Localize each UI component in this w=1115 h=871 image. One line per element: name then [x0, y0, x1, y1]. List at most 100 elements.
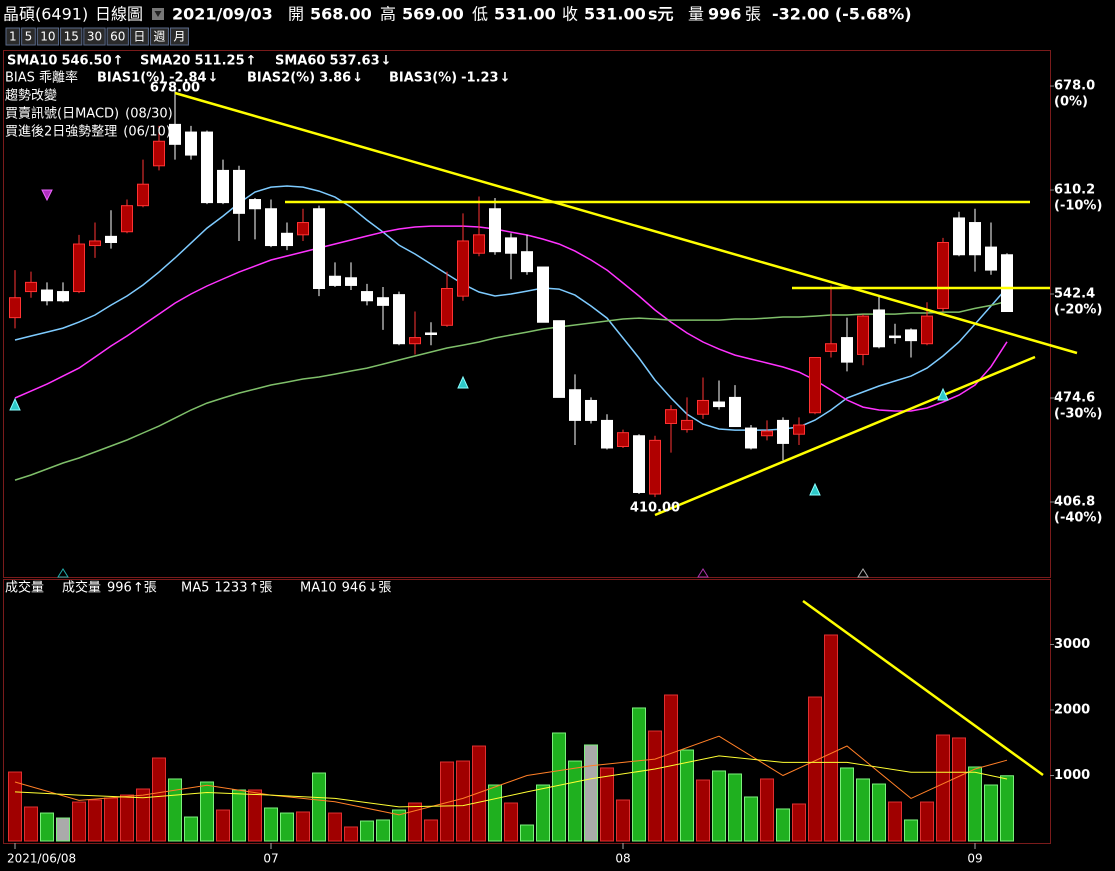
period-button[interactable] [129, 27, 149, 46]
candle-body [777, 419, 789, 444]
bias-arrow: ↓ [500, 71, 511, 86]
period-button[interactable] [106, 27, 129, 46]
period-label[interactable]: 10 [40, 30, 55, 44]
volume-bar [456, 760, 470, 842]
period-button[interactable] [60, 27, 83, 46]
candle-body [473, 234, 485, 254]
period-label[interactable]: 日 [133, 30, 145, 44]
low-label: 410.00 [630, 501, 680, 516]
candle-body [169, 123, 181, 145]
volume-bar [168, 778, 182, 842]
candle-body [825, 343, 837, 352]
volume-bar [264, 807, 278, 842]
candle-body [41, 289, 53, 302]
volume-bar [920, 801, 934, 842]
unit: s元 [648, 5, 674, 24]
bias-value: 3.86 [319, 71, 351, 86]
y-tick-label: 610.2 [1054, 183, 1095, 198]
legend-arrow: ↓ [381, 54, 392, 69]
quote-value: 531.00 [584, 5, 646, 24]
candle-body [393, 294, 405, 345]
candle-body [985, 246, 997, 271]
bias-arrow: ↓ [352, 71, 363, 86]
volume-bar [712, 770, 726, 842]
legend-value: 546.50 [61, 54, 111, 69]
y-tick-note: (-10%) [1054, 199, 1102, 214]
signal-text: 買賣訊號(日MACD) [5, 107, 119, 122]
y-tick-label: 542.4 [1054, 287, 1095, 302]
legend-name: MA10 [300, 581, 337, 596]
legend-unit: 張 [378, 581, 391, 596]
ma-line [14, 225, 1008, 412]
candle-body [1001, 254, 1013, 313]
volume-bar [216, 809, 230, 842]
price-panel [3, 50, 1051, 578]
volume-bar [72, 801, 86, 842]
period-label[interactable]: 1 [9, 30, 17, 44]
volume-bar [472, 745, 486, 842]
marks [8, 85, 1054, 849]
legend-name: SMA60 [275, 54, 325, 69]
y-tick-label: 1000 [1054, 768, 1090, 783]
bias-value: -2.84 [169, 71, 206, 86]
volume-bar [40, 812, 54, 842]
volume-bar [136, 788, 150, 842]
candle-body [745, 427, 757, 449]
period-button[interactable] [149, 27, 169, 46]
marker-outline [857, 568, 869, 578]
volume-bar [904, 819, 918, 842]
buy-marker [809, 482, 821, 496]
marker-outline [697, 568, 709, 578]
period-label[interactable]: 月 [173, 30, 185, 44]
period-label[interactable]: 30 [87, 30, 102, 44]
volume-bar [376, 819, 390, 842]
volume-bar [488, 784, 502, 842]
candle-body [921, 315, 933, 345]
volume-bar [408, 802, 422, 842]
volume-bar [1000, 775, 1014, 842]
texts: 晶碩(6491) 日線圖 2021/09/03 開 568.00 高 569.00 低 531.… [3, 5, 1102, 866]
x-tick-label: 09 [967, 852, 982, 866]
candle-body [937, 241, 949, 309]
volume-bar [280, 812, 294, 842]
stock-name: 晶碩(6491) [3, 5, 88, 24]
buy-marker [457, 375, 469, 389]
high-label: 678.00 [150, 81, 200, 96]
volume-bar [936, 734, 950, 842]
legend-name: 成交量 [62, 580, 101, 596]
candle-body [377, 297, 389, 306]
period-button[interactable] [21, 27, 36, 46]
volume-bar [344, 826, 358, 842]
period-label[interactable]: 60 [110, 30, 125, 44]
volume-bar [952, 737, 966, 842]
trend-line [654, 355, 1036, 517]
candle-body [249, 199, 261, 210]
candle-body [697, 399, 709, 415]
candle-body [969, 222, 981, 256]
bias-name: BIAS1(%) [97, 71, 165, 86]
period-label[interactable]: 週 [153, 30, 165, 44]
period-label[interactable]: 15 [64, 30, 79, 44]
volume-bar [248, 789, 262, 842]
candle-body [585, 399, 597, 421]
volume-panel [3, 579, 1051, 844]
quote-value: 569.00 [402, 5, 464, 24]
candle-body [665, 409, 677, 424]
bias-name: BIAS3(%) [389, 71, 457, 86]
candle-body [633, 435, 645, 493]
volume-bar [568, 760, 582, 842]
candle-body [297, 222, 309, 236]
bias-name: BIAS2(%) [247, 71, 315, 86]
quote-label: 收 [562, 5, 578, 24]
volume-unit: 張 [745, 5, 761, 24]
period-button[interactable] [83, 27, 106, 46]
volume-ma-line [14, 735, 1008, 816]
period-button[interactable] [36, 27, 60, 46]
candle-body [649, 439, 661, 495]
period-button[interactable] [169, 27, 189, 46]
period-button[interactable] [5, 27, 21, 46]
candle-body [233, 169, 245, 214]
period-label[interactable]: 5 [25, 30, 33, 44]
chart-kind: 日線圖 [95, 5, 143, 24]
